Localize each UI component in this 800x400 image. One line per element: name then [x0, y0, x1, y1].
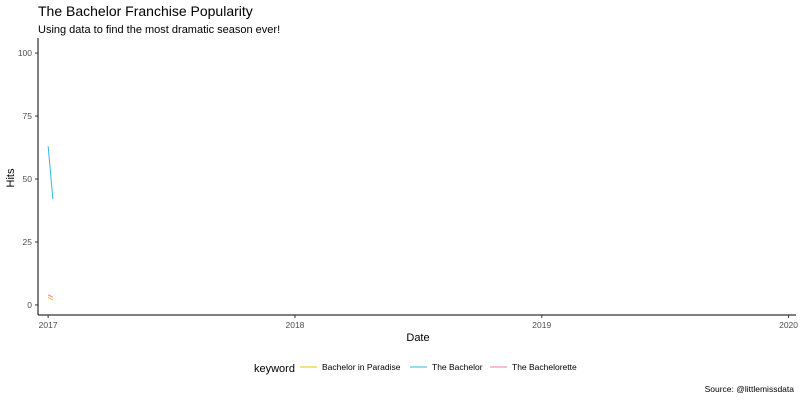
legend-label: Bachelor in Paradise — [322, 362, 401, 372]
chart-subtitle: Using data to find the most dramatic sea… — [38, 24, 280, 36]
legend-label: The Bachelor — [432, 362, 483, 372]
legend-label: The Bachelorette — [512, 362, 577, 372]
legend: keyword Bachelor in Paradise The Bachelor… — [254, 362, 577, 375]
legend-item: The Bachelor — [410, 362, 483, 372]
legend-item: Bachelor in Paradise — [300, 362, 401, 372]
y-tick-label: 100 — [18, 48, 32, 58]
x-tick-label: 2020 — [779, 320, 798, 330]
x-tick-label: 2017 — [39, 320, 58, 330]
series-line-the-bachelor — [47, 146, 54, 200]
legend-item: The Bachelorette — [490, 362, 577, 372]
legend-title: keyword — [254, 363, 295, 375]
series-line-bachelor-in-paradise — [47, 296, 54, 301]
x-axis-title: Date — [406, 332, 429, 344]
y-tick-label: 75 — [23, 111, 33, 121]
plot-area: 0 25 50 75 100 2017 2018 2019 2020 — [18, 38, 798, 330]
series-line-the-bachelorette — [47, 294, 54, 298]
chart-title: The Bachelor Franchise Popularity — [38, 3, 253, 19]
y-tick-label: 50 — [23, 174, 33, 184]
y-tick-label: 25 — [23, 237, 33, 247]
y-axis-title: Hits — [5, 168, 17, 187]
chart-caption: Source: @littlemissdata — [705, 384, 795, 394]
x-tick-label: 2019 — [532, 320, 551, 330]
x-tick-label: 2018 — [285, 320, 304, 330]
y-tick-label: 0 — [27, 300, 32, 310]
